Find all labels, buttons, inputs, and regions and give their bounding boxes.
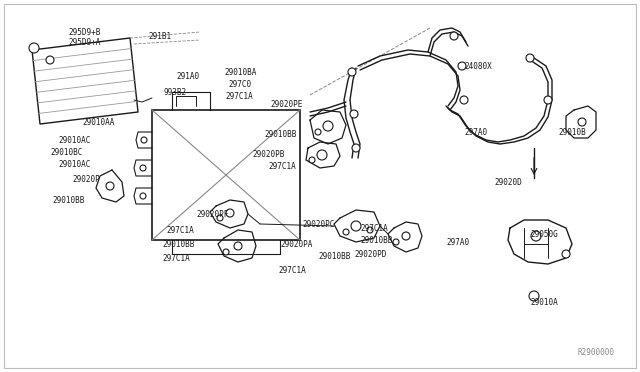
Text: 29020D: 29020D xyxy=(494,178,522,187)
Text: 291A0: 291A0 xyxy=(176,72,199,81)
Circle shape xyxy=(450,32,458,40)
Circle shape xyxy=(317,150,327,160)
Circle shape xyxy=(315,129,321,135)
Text: 297C1A: 297C1A xyxy=(166,226,194,235)
Text: 993B2: 993B2 xyxy=(164,88,187,97)
Text: 29010BB: 29010BB xyxy=(162,240,195,249)
Text: 29010BB: 29010BB xyxy=(264,130,296,139)
Text: 297C1A: 297C1A xyxy=(268,162,296,171)
Circle shape xyxy=(223,249,229,255)
Text: 29010B: 29010B xyxy=(558,128,586,137)
Circle shape xyxy=(140,165,146,171)
Circle shape xyxy=(234,242,242,250)
Circle shape xyxy=(458,62,466,70)
Circle shape xyxy=(29,43,39,53)
Circle shape xyxy=(350,110,358,118)
Circle shape xyxy=(544,96,552,104)
Circle shape xyxy=(141,137,147,143)
Circle shape xyxy=(351,221,361,231)
Text: 297C0: 297C0 xyxy=(228,80,251,89)
Text: 29020PC: 29020PC xyxy=(302,220,334,229)
Circle shape xyxy=(526,54,534,62)
Text: 29010AA: 29010AA xyxy=(82,118,115,127)
Text: 24080X: 24080X xyxy=(464,62,492,71)
FancyBboxPatch shape xyxy=(152,110,300,240)
Text: 29020PF: 29020PF xyxy=(196,210,228,219)
Text: 295D9+A: 295D9+A xyxy=(68,38,100,47)
Text: 29010AC: 29010AC xyxy=(58,160,90,169)
Circle shape xyxy=(352,144,360,152)
Text: 29020PB: 29020PB xyxy=(252,150,284,159)
Text: 29010BB: 29010BB xyxy=(52,196,84,205)
Text: R2900000: R2900000 xyxy=(577,348,614,357)
Text: 29010AC: 29010AC xyxy=(58,136,90,145)
Text: 29020PA: 29020PA xyxy=(280,240,312,249)
Circle shape xyxy=(140,193,146,199)
Text: 29020PD: 29020PD xyxy=(354,250,387,259)
Circle shape xyxy=(106,182,114,190)
Circle shape xyxy=(309,157,315,163)
Circle shape xyxy=(46,56,54,64)
Text: 29020P: 29020P xyxy=(72,175,100,184)
Text: 297C1A: 297C1A xyxy=(162,254,189,263)
Text: 291B1: 291B1 xyxy=(148,32,171,41)
Text: 297C1A: 297C1A xyxy=(360,224,388,233)
Circle shape xyxy=(578,118,586,126)
Circle shape xyxy=(402,232,410,240)
Text: 29010A: 29010A xyxy=(530,298,557,307)
Circle shape xyxy=(217,215,223,221)
Circle shape xyxy=(367,227,373,233)
Text: 295D9+B: 295D9+B xyxy=(68,28,100,37)
Text: 297C1A: 297C1A xyxy=(278,266,306,275)
Circle shape xyxy=(460,96,468,104)
Circle shape xyxy=(562,250,570,258)
Circle shape xyxy=(531,231,541,241)
Circle shape xyxy=(348,68,356,76)
Circle shape xyxy=(393,239,399,245)
Circle shape xyxy=(323,121,333,131)
Text: 297C1A: 297C1A xyxy=(225,92,253,101)
Text: 29010BB: 29010BB xyxy=(360,236,392,245)
Text: 297A0: 297A0 xyxy=(446,238,469,247)
Circle shape xyxy=(529,291,539,301)
Text: 29020PE: 29020PE xyxy=(270,100,302,109)
Circle shape xyxy=(343,229,349,235)
Text: 297A0: 297A0 xyxy=(464,128,487,137)
Circle shape xyxy=(226,209,234,217)
Text: 29010BA: 29010BA xyxy=(224,68,257,77)
Text: 29010BC: 29010BC xyxy=(50,148,83,157)
Text: 29050G: 29050G xyxy=(530,230,557,239)
Text: 29010BB: 29010BB xyxy=(318,252,350,261)
